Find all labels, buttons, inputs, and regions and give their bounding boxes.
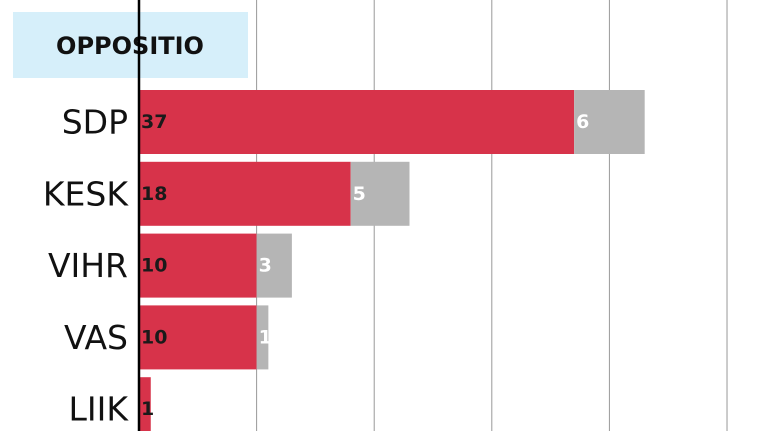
bar-segment [139,233,257,298]
y-tick-label: KESK [43,174,129,213]
bar-segment [574,90,645,154]
value-label: 1 [141,398,154,420]
bar-segment [256,233,292,298]
value-label: 37 [141,111,167,133]
bar-segment [256,305,269,370]
value-label: 5 [353,183,366,205]
y-tick-label: VAS [64,318,128,357]
y-tick-label: VIHR [48,246,128,285]
bar-segment [139,305,257,370]
value-label: 10 [141,255,167,277]
value-label: 3 [259,255,272,277]
title-box [13,12,248,78]
chart-title: OPPOSITIO [56,32,204,60]
bar-segment [350,161,410,226]
y-tick-label: SDP [62,103,128,142]
value-label: 18 [141,183,167,205]
value-label: 10 [141,326,167,348]
bar-segment [139,377,151,431]
value-label: 6 [576,111,589,133]
bars: 37 6 18 5 10 3 10 1 1 [139,90,645,431]
bar-segment [139,90,575,154]
value-label: 1 [259,326,272,348]
bar-segment [139,161,351,226]
y-tick-label: LIIK [69,390,130,429]
